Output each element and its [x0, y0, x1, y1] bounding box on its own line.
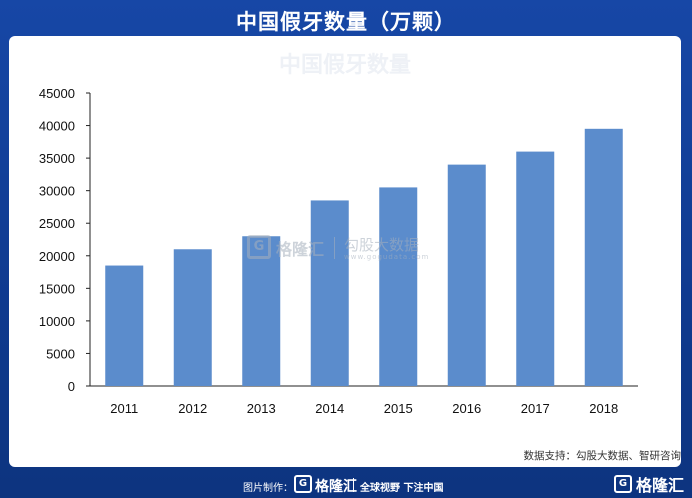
x-tick-label: 2016	[452, 401, 481, 416]
y-tick-label: 10000	[39, 314, 75, 329]
footer: 图片制作： G 格隆汇 全球视野 下注中国 G 格隆汇	[0, 470, 692, 498]
footer-logo-icon: G	[294, 475, 312, 493]
y-tick-label: 30000	[39, 184, 75, 199]
corner-logo-icon: G	[614, 475, 632, 493]
watermark-cn: 勾股大数据	[344, 236, 420, 254]
bar	[310, 200, 349, 386]
bar	[584, 128, 623, 387]
bar	[242, 236, 281, 386]
footer-credit: 图片制作：	[243, 483, 293, 494]
watermark-url: www.gogudata.com	[344, 253, 430, 261]
watermark-logo-icon: G	[247, 235, 271, 259]
footer-divider	[353, 478, 354, 492]
faded-chart-title: 中国假牙数量	[278, 53, 411, 78]
x-tick-label: 2015	[384, 401, 413, 416]
y-tick-label: 35000	[39, 151, 75, 166]
y-tick-label: 20000	[39, 249, 75, 264]
footer-slogan: 全球视野 下注中国	[360, 483, 444, 494]
x-tick-label: 2017	[521, 401, 550, 416]
data-source: 数据支持：勾股大数据、智研咨询	[523, 450, 682, 462]
corner-brand: 格隆汇	[636, 476, 685, 495]
bar	[173, 249, 212, 386]
bar	[105, 265, 144, 386]
y-tick-label: 15000	[39, 281, 75, 296]
footer-brand: 格隆汇	[315, 479, 357, 495]
page-title: 中国假牙数量（万颗）	[236, 10, 456, 34]
watermark: G 格隆汇 勾股大数据 www.gogudata.com	[247, 234, 447, 264]
bar	[516, 151, 555, 386]
y-tick-label: 5000	[46, 346, 75, 361]
bar	[379, 187, 418, 386]
y-tick-label: 40000	[39, 119, 75, 134]
watermark-divider	[334, 237, 335, 259]
x-tick-label: 2011	[110, 401, 138, 416]
bar	[447, 164, 486, 386]
y-tick-label: 25000	[39, 216, 75, 231]
x-tick-label: 2012	[178, 401, 207, 416]
x-tick-label: 2018	[589, 401, 618, 416]
y-tick-label: 45000	[39, 86, 75, 101]
watermark-name: 格隆汇	[276, 240, 325, 259]
x-tick-label: 2013	[247, 401, 276, 416]
y-tick-label: 0	[68, 379, 75, 394]
x-tick-label: 2014	[315, 401, 344, 416]
